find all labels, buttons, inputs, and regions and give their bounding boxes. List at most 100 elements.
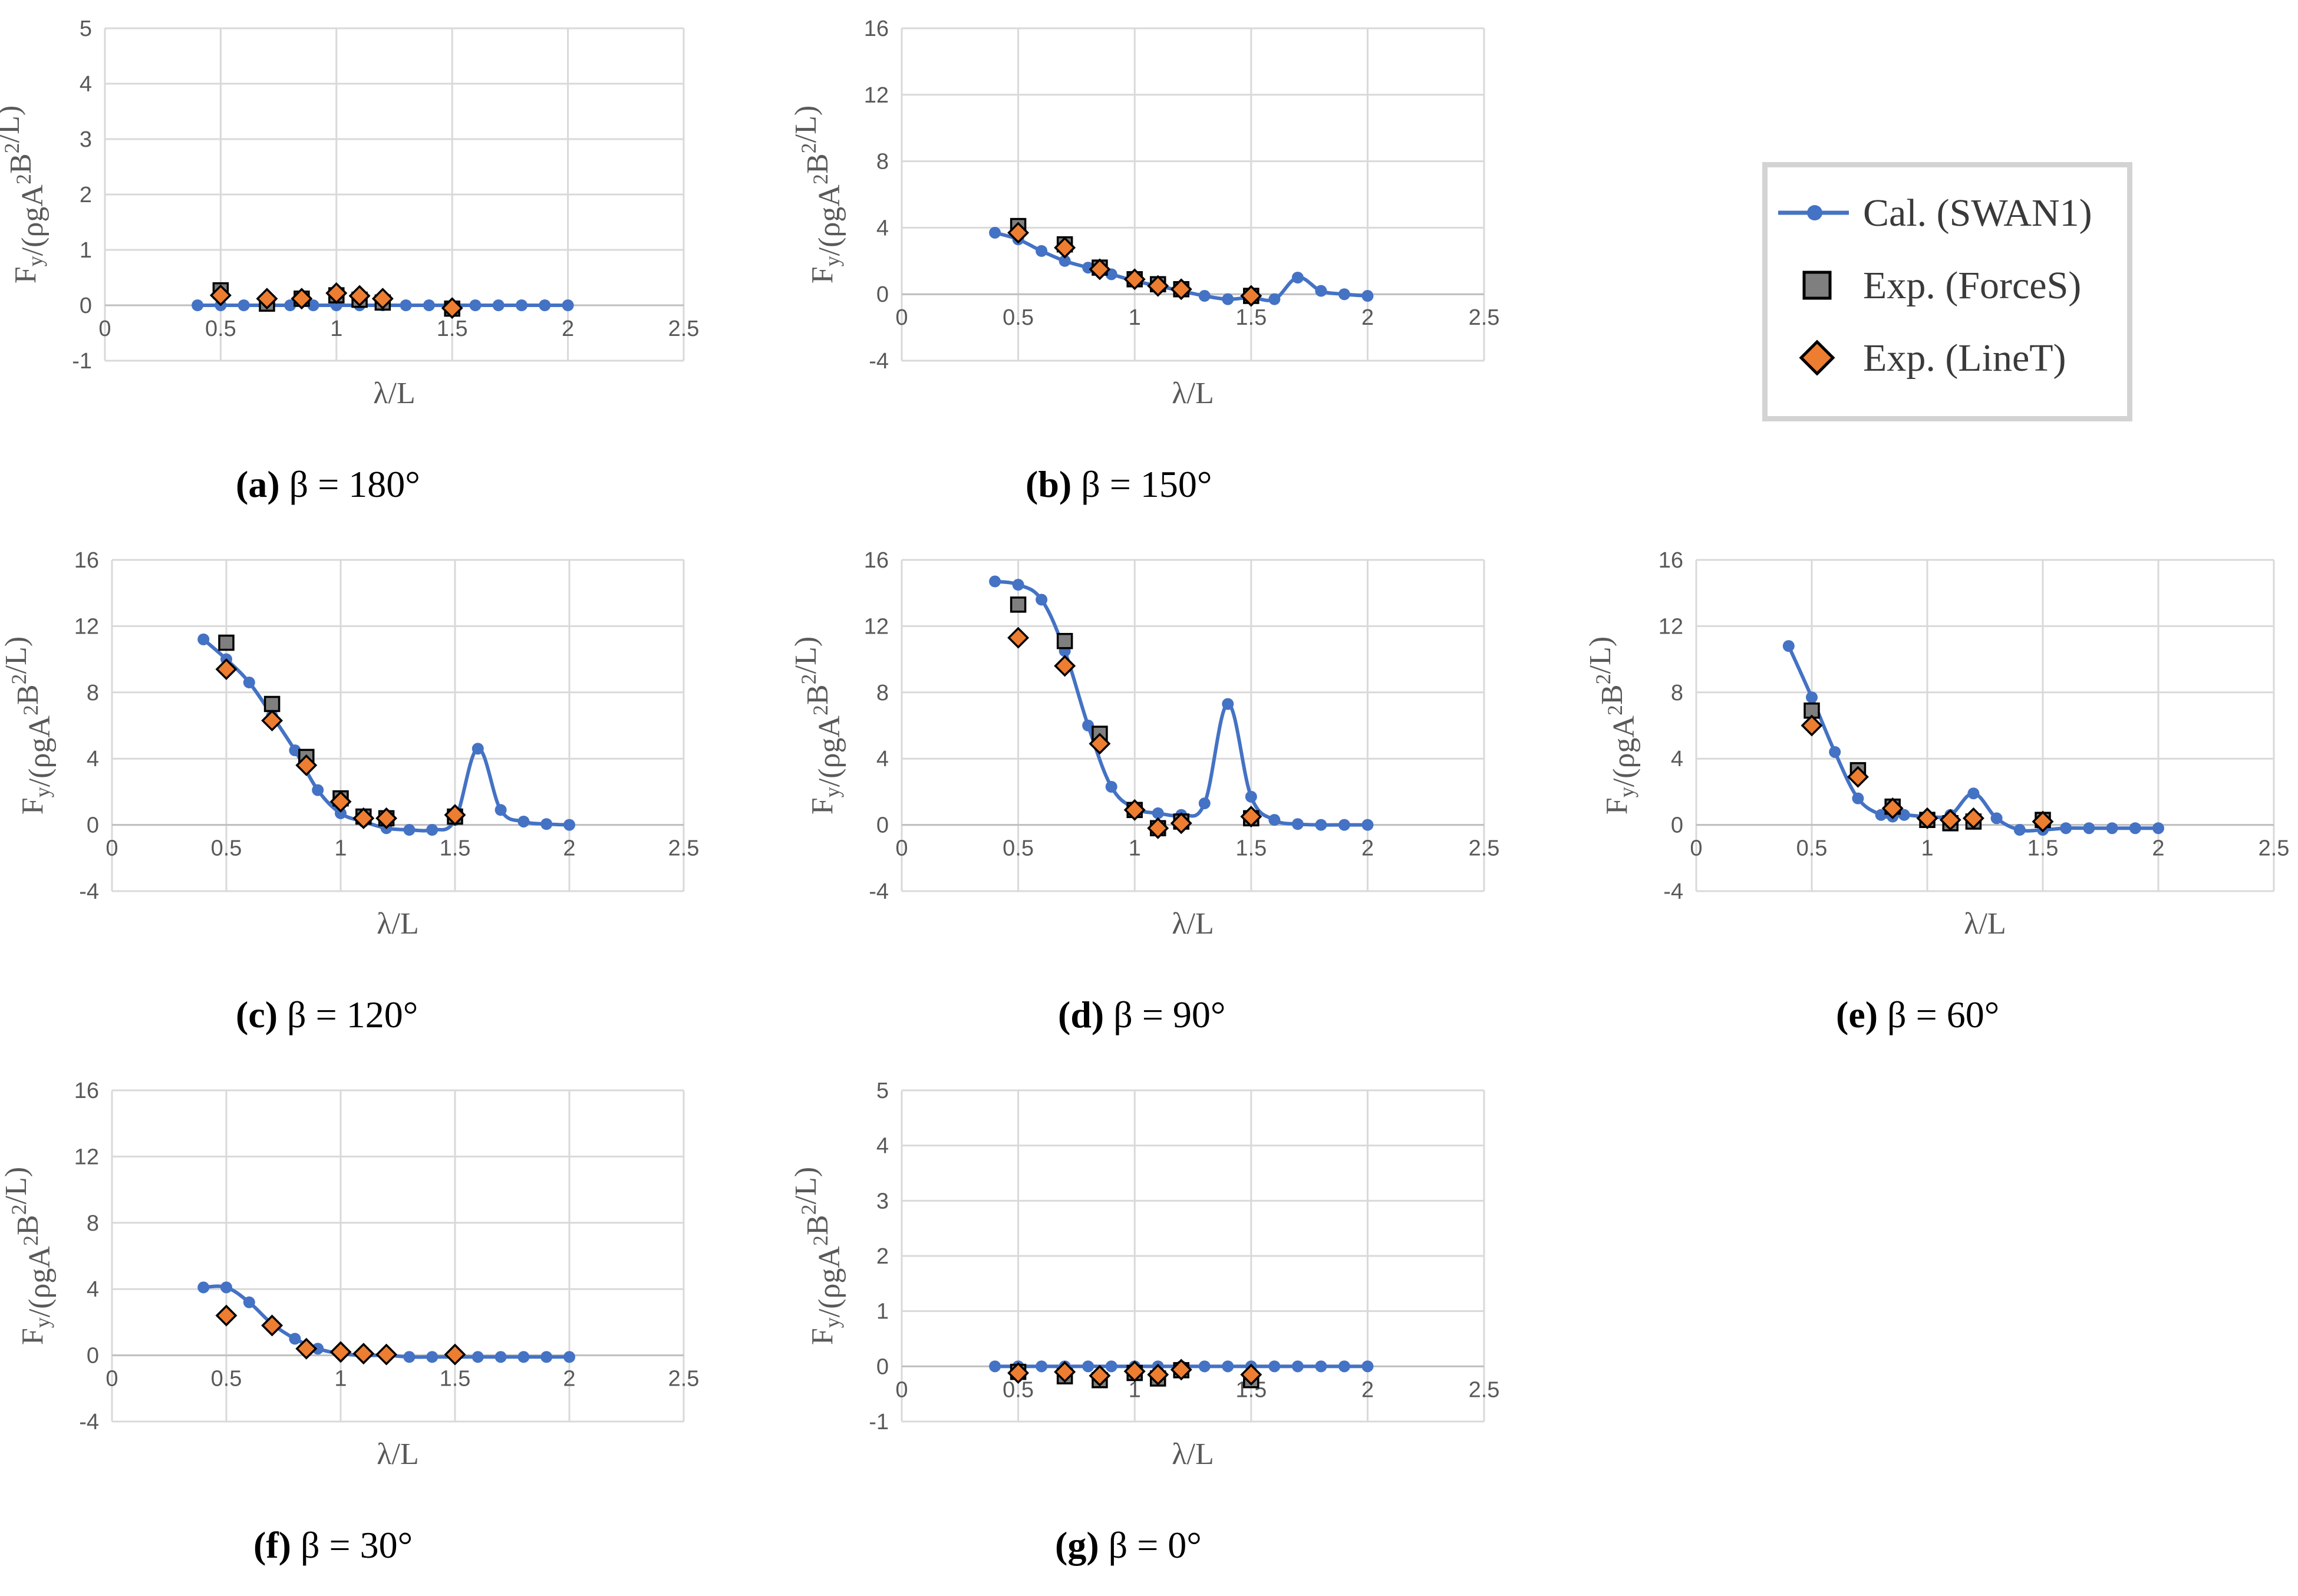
data-point-linet — [325, 282, 348, 304]
data-point-cal — [1245, 790, 1257, 803]
x-tick-label: 1 — [334, 836, 347, 861]
y-axis-label: Fy/(ρgA2B2/L) — [789, 637, 846, 815]
y-axis-label-part: B — [1595, 684, 1629, 705]
caption-d: (d) β = 90° — [1058, 994, 1226, 1036]
caption-b: (b) β = 150° — [1026, 463, 1212, 505]
data-point-cal — [2060, 822, 2072, 835]
data-point-cal — [1852, 792, 1864, 804]
data-point-cal — [197, 633, 210, 645]
y-axis-label-part: /L) — [789, 1167, 823, 1205]
y-axis-label-part: 2 — [0, 143, 24, 153]
y-tick-label: 4 — [1671, 747, 1683, 771]
legend: Cal. (SWAN1) Exp. (ForceS) Exp. (LineT) — [1762, 162, 2132, 421]
data-point-cal — [1990, 812, 2003, 825]
data-point-linet — [1240, 285, 1262, 307]
data-point-cal — [472, 743, 484, 755]
x-tick-label: 1 — [1129, 1377, 1141, 1402]
data-point-forces — [263, 695, 281, 713]
data-point-cal — [1361, 290, 1374, 302]
data-point-linet — [375, 807, 398, 829]
y-tick-label: 16 — [1659, 548, 1683, 573]
y-axis-label-part: 2 — [19, 1235, 42, 1246]
data-point-cal — [1291, 272, 1304, 283]
data-point-linet — [348, 285, 371, 307]
x-tick-label: 0.5 — [1003, 305, 1034, 330]
data-point-cal — [1338, 819, 1350, 831]
y-tick-label: 3 — [876, 1189, 889, 1214]
data-point-linet — [295, 754, 318, 776]
legend-item-forces: Exp. (ForceS) — [1768, 253, 2127, 318]
data-point-cal — [1315, 1360, 1327, 1373]
legend-item-cal: Cal. (SWAN1) — [1768, 180, 2127, 245]
x-tick-label: 0.5 — [211, 836, 242, 861]
data-point-cal — [400, 299, 412, 311]
data-point-cal — [197, 1281, 210, 1294]
y-tick-label: -1 — [869, 1410, 889, 1435]
data-point-cal — [494, 1351, 507, 1363]
data-point-linet — [209, 284, 232, 306]
y-axis-label-part: /(ρgA — [813, 184, 846, 256]
data-point-cal — [423, 299, 435, 311]
y-tick-label: 1 — [80, 238, 92, 263]
data-point-cal — [289, 744, 301, 757]
x-tick-label: 1 — [1129, 836, 1141, 861]
y-tick-label: 16 — [74, 1079, 99, 1103]
data-point-cal — [426, 1351, 439, 1363]
data-point-linet — [2032, 810, 2054, 833]
data-point-cal — [1315, 285, 1327, 297]
x-tick-label: 0.5 — [211, 1367, 242, 1391]
x-tick-label: 2.5 — [668, 316, 700, 341]
y-tick-label: 16 — [74, 548, 99, 573]
y-axis-label-part: /(ρgA — [813, 715, 846, 787]
data-point-linet — [295, 1337, 318, 1360]
y-tick-label: 0 — [876, 282, 889, 307]
y-tick-label: 1 — [876, 1300, 889, 1324]
x-axis-label: λ/L — [373, 377, 415, 410]
data-point-linet — [1847, 766, 1869, 788]
data-point-cal — [562, 299, 574, 311]
data-point-linet — [1147, 275, 1169, 297]
caption-a: (a) β = 180° — [236, 463, 420, 505]
y-axis-label-part: 2 — [7, 674, 31, 684]
y-tick-label: 4 — [87, 747, 99, 771]
data-point-linet — [375, 1343, 398, 1366]
data-point-linet — [1123, 799, 1146, 821]
data-point-cal — [1036, 1360, 1048, 1373]
x-tick-label: 0 — [1690, 836, 1702, 861]
x-tick-label: 2.5 — [668, 836, 700, 861]
y-axis-label-part: B — [801, 1215, 835, 1235]
data-point-cal — [563, 819, 575, 831]
y-axis-label-part: 2 — [809, 174, 832, 184]
legend-square-marker-icon — [1802, 271, 1832, 300]
data-point-cal — [1898, 809, 1910, 821]
data-point-cal — [1338, 1360, 1350, 1373]
caption-e: (e) β = 60° — [1836, 994, 2000, 1036]
y-tick-label: -4 — [1663, 879, 1683, 904]
y-axis-label-part: 2 — [797, 1204, 820, 1215]
data-point-linet — [1170, 278, 1192, 301]
y-axis-label-part: 2 — [797, 143, 820, 153]
data-point-linet — [1089, 1364, 1111, 1387]
data-point-cal — [312, 784, 324, 796]
y-tick-label: 0 — [876, 813, 889, 838]
data-point-cal — [1082, 1360, 1094, 1373]
y-tick-label: 8 — [876, 150, 889, 174]
data-point-cal — [472, 1351, 484, 1363]
y-axis-label: Fy/(ρgA2B2/L) — [1584, 637, 1641, 815]
y-tick-label: 8 — [876, 681, 889, 705]
x-tick-label: 1 — [1129, 305, 1141, 330]
data-point-cal — [1036, 245, 1048, 257]
y-axis-label-part: /L) — [0, 637, 33, 674]
y-axis-label-part: y — [820, 256, 844, 266]
y-tick-label: 4 — [876, 1134, 889, 1159]
y-tick-label: 16 — [864, 17, 889, 41]
data-point-linet — [261, 710, 283, 732]
data-point-cal — [1222, 698, 1234, 710]
data-point-linet — [1054, 236, 1076, 259]
data-point-linet — [1240, 806, 1262, 828]
y-tick-label: 2 — [80, 183, 92, 207]
y-tick-label: 0 — [80, 294, 92, 318]
